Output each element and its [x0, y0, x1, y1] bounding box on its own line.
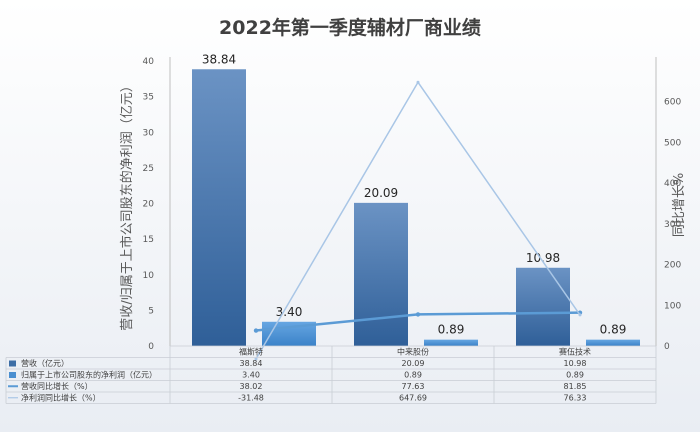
table-cell-value: 0.89 [566, 371, 584, 380]
bar-revenue [516, 267, 570, 346]
table-cell-value: 10.98 [564, 359, 587, 368]
y-left-tick-label: 5 [148, 306, 154, 316]
y-left-axis-title: 营收/归属于上市公司股东的净利润（亿元） [119, 79, 135, 330]
table-cell-value: 77.63 [402, 382, 425, 391]
plot-area: 0510152025303540010020030040050060038.84… [143, 52, 681, 361]
bar-data-label: 0.89 [438, 323, 465, 337]
y-left-tick-label: 10 [143, 271, 155, 281]
x-category-label: 福斯特 [239, 347, 263, 357]
y-right-tick-label: 100 [664, 301, 681, 311]
bar-data-label: 10.98 [526, 251, 560, 265]
point-net-profit-growth [578, 313, 582, 317]
y-left-tick-label: 20 [143, 200, 155, 210]
y-right-tick-label: 600 [664, 98, 681, 108]
chart-title: 2022年第一季度辅材厂商业绩 [219, 16, 481, 39]
table-cell-value: 0.89 [404, 371, 422, 380]
y-left-tick-label: 25 [143, 164, 154, 174]
table-cell-value: 76.33 [564, 394, 587, 403]
legend-series-name: 净利润同比增长（%） [21, 393, 101, 403]
y-left-tick-label: 35 [143, 93, 154, 103]
bar-data-label: 0.89 [600, 323, 627, 337]
y-right-tick-label: 300 [664, 220, 681, 230]
y-left-tick-label: 15 [143, 235, 154, 245]
bar-data-label: 3.40 [276, 305, 303, 319]
legend-key-bar [9, 360, 16, 367]
table-cell-value: -31.48 [238, 394, 264, 403]
x-category-label: 赛伍技术 [559, 347, 591, 357]
y-right-tick-label: 500 [664, 138, 681, 148]
y-right-tick-label: 0 [664, 342, 670, 352]
y-left-tick-label: 0 [148, 342, 154, 352]
bar-net-profit [586, 339, 640, 346]
table-cell-value: 38.02 [240, 382, 263, 391]
bar-data-label: 20.09 [364, 186, 398, 200]
legend-series-name: 营收（亿元） [21, 358, 69, 368]
table-cell-value: 3.40 [242, 371, 260, 380]
table-cell-value: 81.85 [564, 382, 587, 391]
x-category-label: 中来股份 [397, 347, 429, 357]
legend-series-name: 营收同比增长（%） [21, 381, 93, 391]
bar-revenue [192, 69, 246, 346]
legend-series-name: 归属于上市公司股东的净利润（亿元） [21, 370, 157, 380]
point-revenue-growth [253, 328, 259, 333]
bar-revenue [354, 202, 408, 346]
bar-net-profit [424, 339, 478, 346]
bar-data-label: 38.84 [202, 52, 236, 66]
y-right-tick-label: 400 [664, 179, 681, 189]
y-right-tick-label: 200 [664, 261, 681, 271]
point-net-profit-growth [254, 357, 258, 361]
y-left-tick-label: 40 [143, 57, 155, 67]
point-net-profit-growth [416, 80, 420, 84]
y-left-tick-label: 30 [143, 128, 155, 138]
table-cell-value: 647.69 [399, 394, 427, 403]
legend-key-bar [9, 372, 16, 378]
table-cell-value: 38.84 [240, 359, 263, 368]
point-revenue-growth [415, 312, 421, 317]
y-right-axis-title: 同比增长% [672, 173, 687, 237]
table-cell-value: 20.09 [402, 359, 425, 368]
